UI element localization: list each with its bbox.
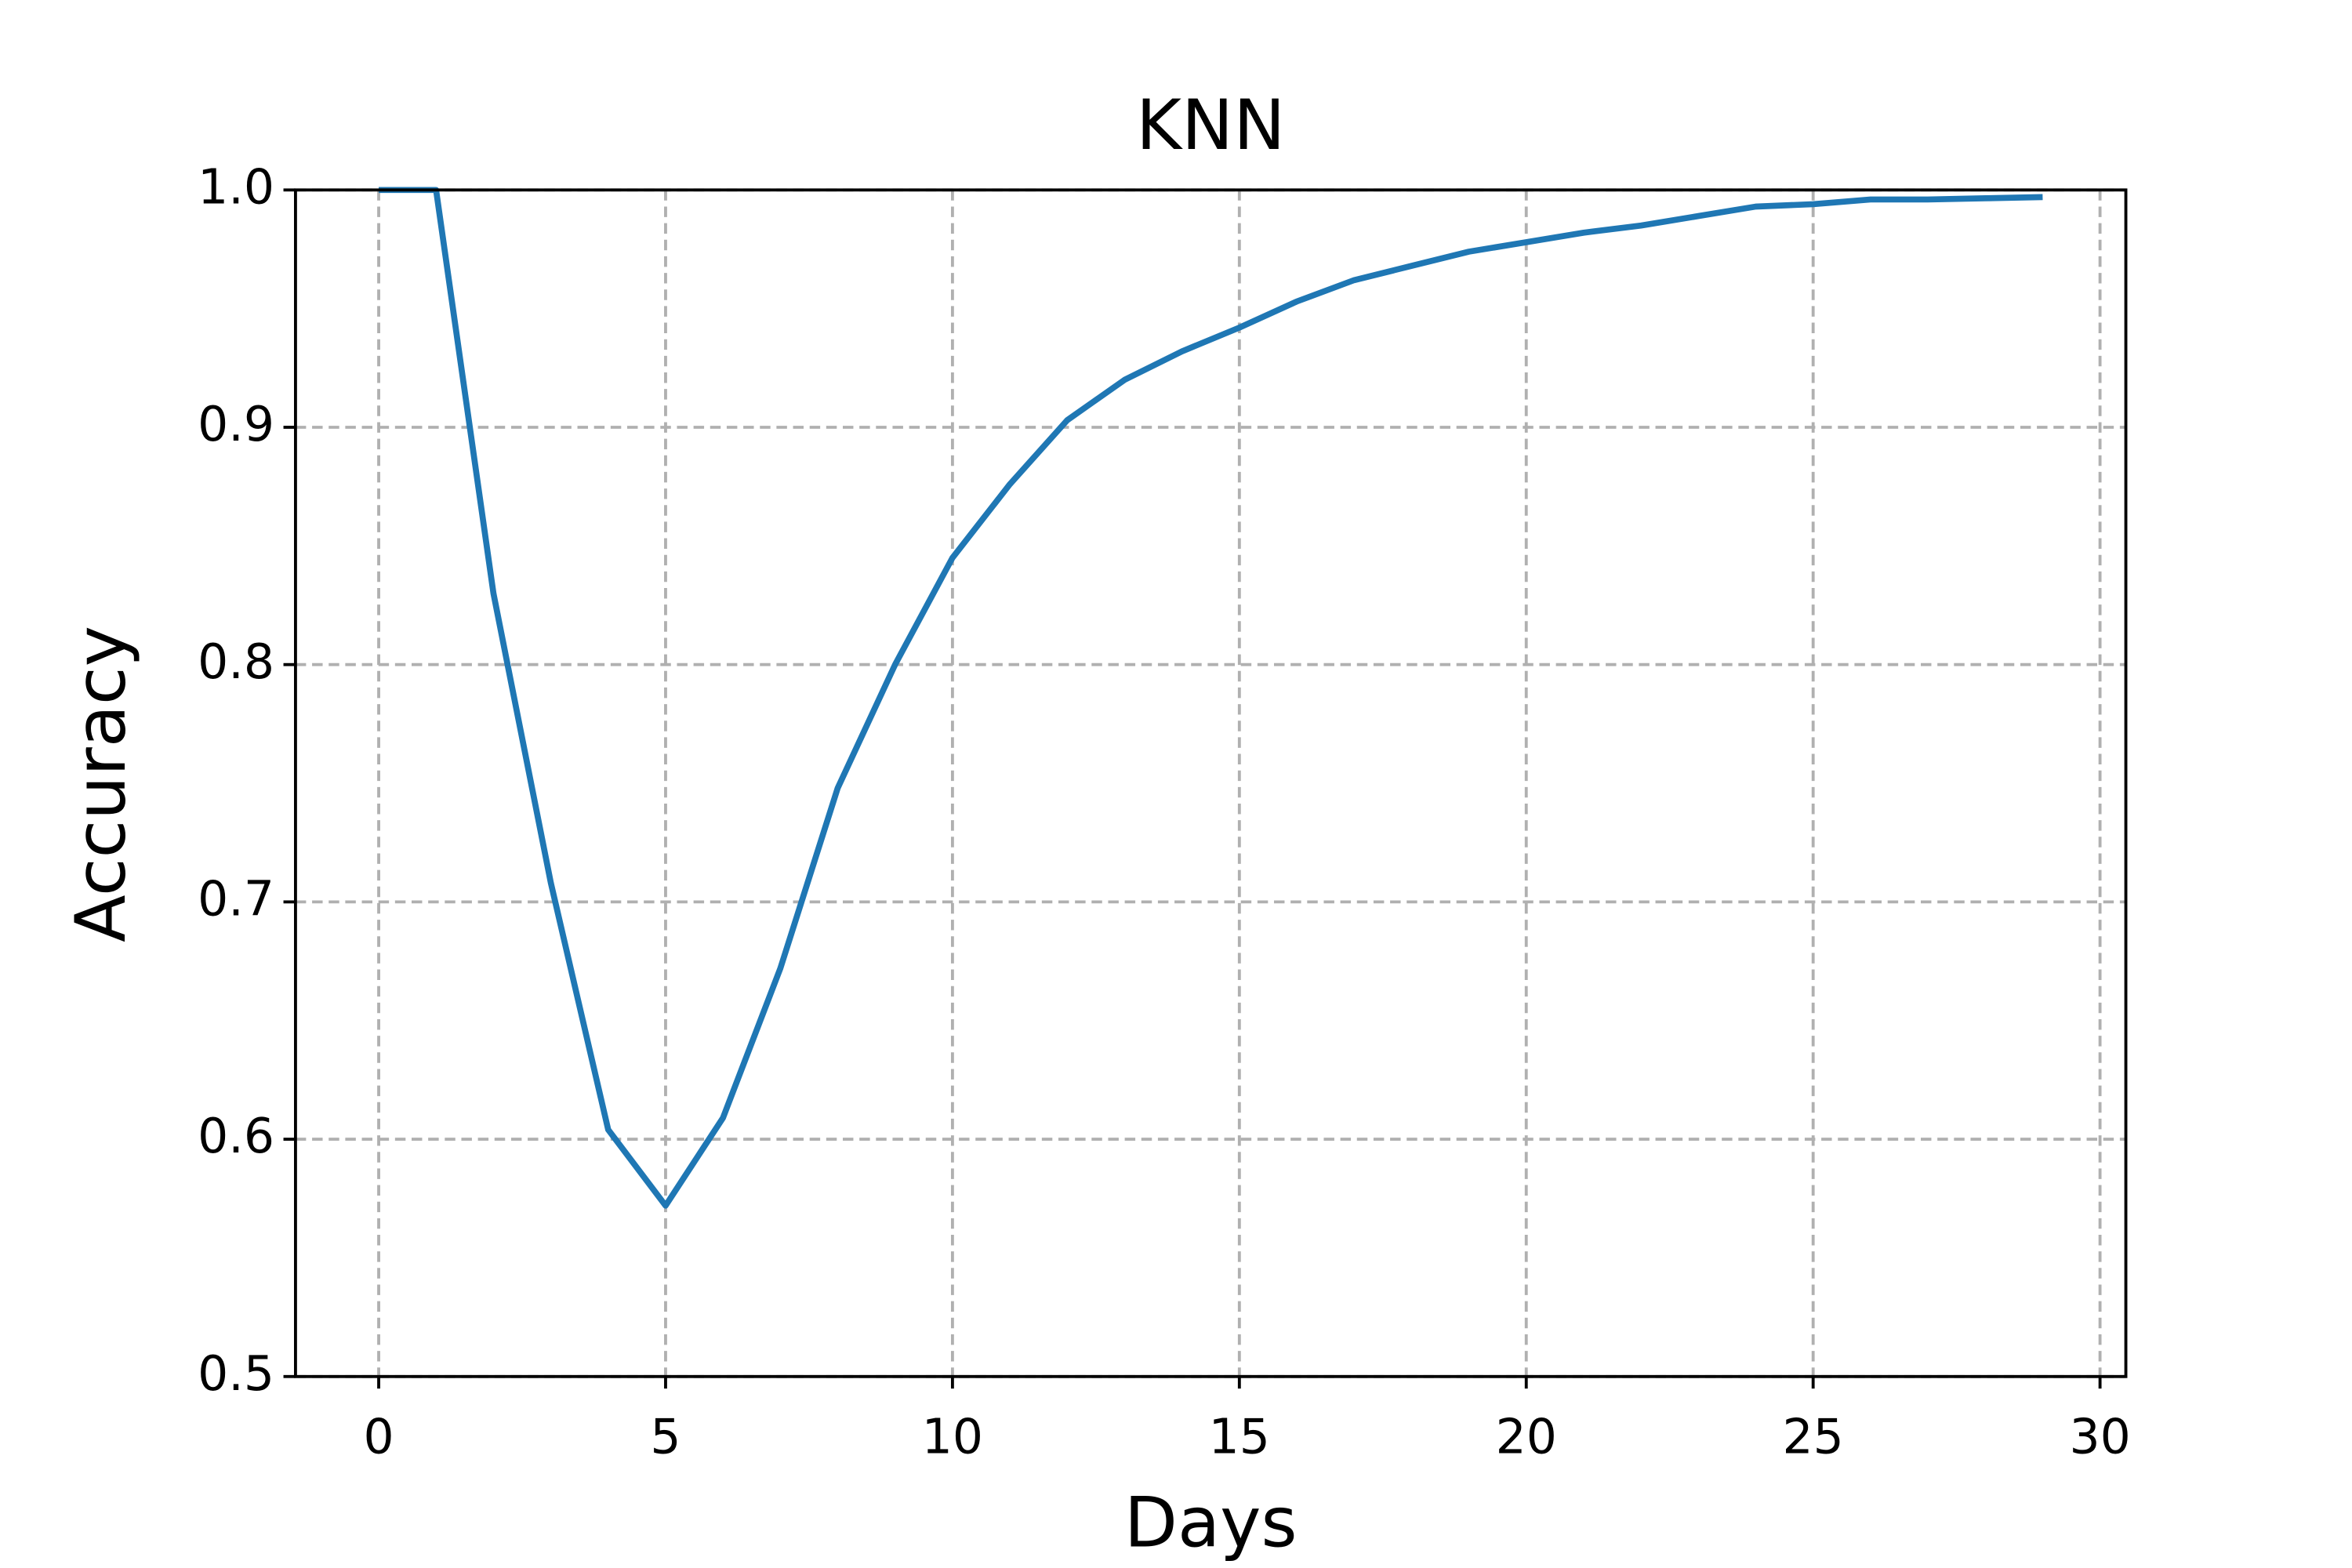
y-tick-label: 0.5 [198,1345,274,1402]
x-axis-label: Days [1124,1482,1298,1563]
data-line [379,187,2043,1209]
y-tick-label: 0.8 [198,633,274,690]
x-tick-label: 5 [650,1409,681,1465]
y-tick-label: 0.9 [198,396,274,452]
x-tick-label: 15 [1209,1409,1270,1465]
y-axis-label: Accuracy [60,626,141,942]
x-tick-label: 30 [2069,1409,2130,1465]
x-tick-label: 0 [363,1409,394,1465]
x-tick-label: 10 [922,1409,983,1465]
x-tick-label: 25 [1783,1409,1844,1465]
chart-title: KNN [1136,85,1285,165]
y-tick-label: 0.6 [198,1108,274,1164]
y-tick-label: 0.7 [198,870,274,927]
y-tick-label: 1.0 [198,158,274,215]
plot-frame [294,188,2128,1378]
x-tick-label: 20 [1496,1409,1557,1465]
